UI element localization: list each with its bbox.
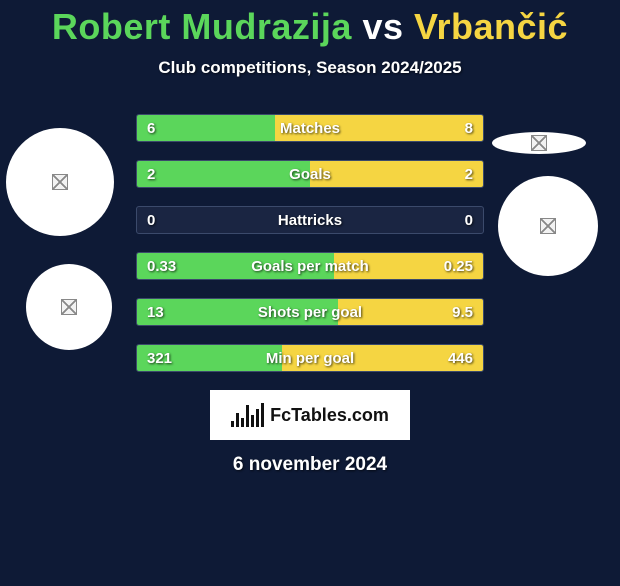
stat-label: Hattricks (137, 207, 483, 233)
date-label: 6 november 2024 (0, 454, 620, 476)
stat-row: 0.33Goals per match0.25 (136, 252, 484, 280)
player2-photo-1 (492, 132, 586, 154)
comparison-title: Robert Mudrazija vs Vrbančić (0, 6, 620, 48)
stats-container: 6Matches8 2Goals2 0Hattricks0 0.33Goals per… (136, 114, 484, 372)
stat-label: Min per goal (137, 345, 483, 371)
subtitle: Club competitions, Season 2024/2025 (0, 58, 620, 78)
stat-right-value: 8 (465, 115, 473, 141)
logo-bar (261, 403, 264, 427)
stat-right-value: 9.5 (452, 299, 473, 325)
player1-photo-1 (6, 128, 114, 236)
player2-name: Vrbančić (414, 6, 568, 47)
broken-image-icon (52, 174, 68, 190)
broken-image-icon (61, 299, 77, 315)
logo-bars-icon (231, 403, 264, 427)
stat-right-value: 2 (465, 161, 473, 187)
logo-bar (246, 405, 249, 427)
broken-image-icon (531, 135, 547, 151)
fctables-logo: FcTables.com (210, 390, 410, 440)
player2-photo-2 (498, 176, 598, 276)
stat-row: 2Goals2 (136, 160, 484, 188)
stat-row: 13Shots per goal9.5 (136, 298, 484, 326)
stat-row: 6Matches8 (136, 114, 484, 142)
stat-right-value: 0 (465, 207, 473, 233)
stat-label: Goals (137, 161, 483, 187)
player1-photo-2 (26, 264, 112, 350)
vs-text: vs (362, 6, 403, 47)
stat-right-value: 446 (448, 345, 473, 371)
stat-label: Shots per goal (137, 299, 483, 325)
stat-right-value: 0.25 (444, 253, 473, 279)
stat-row: 0Hattricks0 (136, 206, 484, 234)
logo-bar (236, 413, 239, 427)
logo-bar (256, 409, 259, 427)
stat-label: Matches (137, 115, 483, 141)
logo-bar (241, 418, 244, 427)
broken-image-icon (540, 218, 556, 234)
logo-text: FcTables.com (270, 405, 389, 426)
player1-name: Robert Mudrazija (52, 6, 352, 47)
stat-row: 321Min per goal446 (136, 344, 484, 372)
logo-bar (231, 421, 234, 427)
logo-bar (251, 415, 254, 427)
stat-label: Goals per match (137, 253, 483, 279)
